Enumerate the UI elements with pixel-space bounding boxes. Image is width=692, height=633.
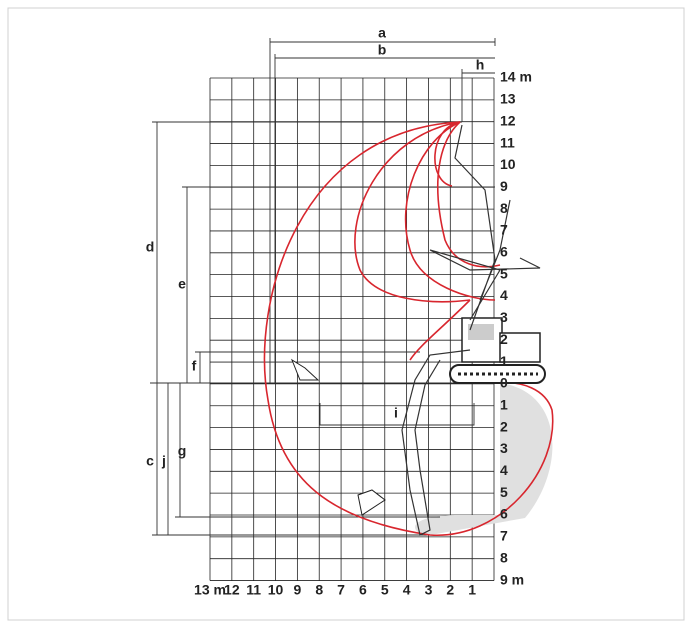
height-label: 12 (500, 112, 516, 128)
dimension-lines (150, 38, 496, 536)
depth-label: 7 (500, 528, 508, 544)
depth-label: 3 (500, 440, 508, 456)
dimension-label: j (161, 453, 166, 469)
shaded-area (415, 383, 553, 536)
envelope-1 (354, 121, 471, 303)
boom-mid (429, 249, 541, 321)
depth-label: 8 (500, 549, 508, 565)
dimension-label: c (146, 453, 154, 469)
dim-g (175, 383, 440, 518)
reach-label: 11 (246, 582, 261, 598)
tracks (449, 364, 546, 384)
boom-down (401, 349, 471, 536)
envelope-3 (436, 121, 501, 268)
height-label: 14 m (500, 69, 532, 85)
reach-label: 7 (337, 582, 345, 598)
reach-label: 5 (381, 582, 389, 598)
dim-i (319, 403, 475, 426)
bucket-1 (290, 358, 320, 381)
reach-label: 8 (315, 582, 323, 598)
dim-c (152, 383, 430, 536)
height-label: 6 (500, 244, 508, 260)
reach-label: 13 m (194, 582, 226, 598)
reach-label: 10 (268, 582, 284, 598)
dimension-label: f (192, 358, 197, 374)
envelope-2 (404, 121, 496, 301)
height-label: 13 (500, 91, 516, 107)
reach-label: 3 (425, 582, 433, 598)
reach-label: 2 (446, 582, 454, 598)
dim-f (195, 351, 420, 383)
reach-label: 12 (224, 582, 240, 598)
height-label: 9 (500, 178, 508, 194)
reach-envelope (263, 121, 554, 536)
excavator (290, 124, 546, 536)
envelope-5 (409, 299, 471, 361)
dim-b (274, 54, 495, 383)
depth-label: 5 (500, 484, 508, 500)
dimension-label: b (378, 42, 387, 58)
depth-label: 1 (500, 396, 508, 412)
boom-up (454, 124, 511, 331)
envelope-outer (263, 121, 554, 536)
dimension-label: g (178, 443, 187, 459)
depth-label: 2 (500, 418, 508, 434)
depth-label: 6 (500, 506, 508, 522)
height-label: 0 (500, 375, 508, 391)
height-label: 4 (500, 287, 508, 303)
height-label: 11 (500, 134, 515, 150)
reach-label: 4 (403, 582, 411, 598)
depth-label: 4 (500, 462, 508, 478)
grid (209, 77, 495, 581)
reach-label: 9 (293, 582, 301, 598)
dimension-label: h (476, 57, 485, 73)
height-label: 3 (500, 309, 508, 325)
dimension-label: d (146, 239, 155, 255)
height-label: 5 (500, 265, 508, 281)
body (499, 332, 541, 363)
depth-label: 9 m (500, 571, 524, 587)
reach-label: 6 (359, 582, 367, 598)
frame (7, 7, 685, 621)
dim-a (269, 38, 496, 383)
dimension-label: a (378, 25, 386, 41)
height-label: 8 (500, 200, 508, 216)
height-label: 1 (500, 353, 508, 369)
dimension-label: e (178, 276, 186, 292)
height-label: 7 (500, 222, 508, 238)
dim-h (461, 69, 495, 122)
height-label: 10 (500, 156, 516, 172)
height-label: 2 (500, 331, 508, 347)
bucket-2 (357, 489, 386, 516)
envelope-4 (434, 121, 461, 187)
window (468, 324, 494, 340)
reach-label: 1 (468, 582, 476, 598)
dim-e (182, 186, 495, 383)
dim-d (152, 121, 462, 383)
dimension-label: i (394, 405, 398, 421)
